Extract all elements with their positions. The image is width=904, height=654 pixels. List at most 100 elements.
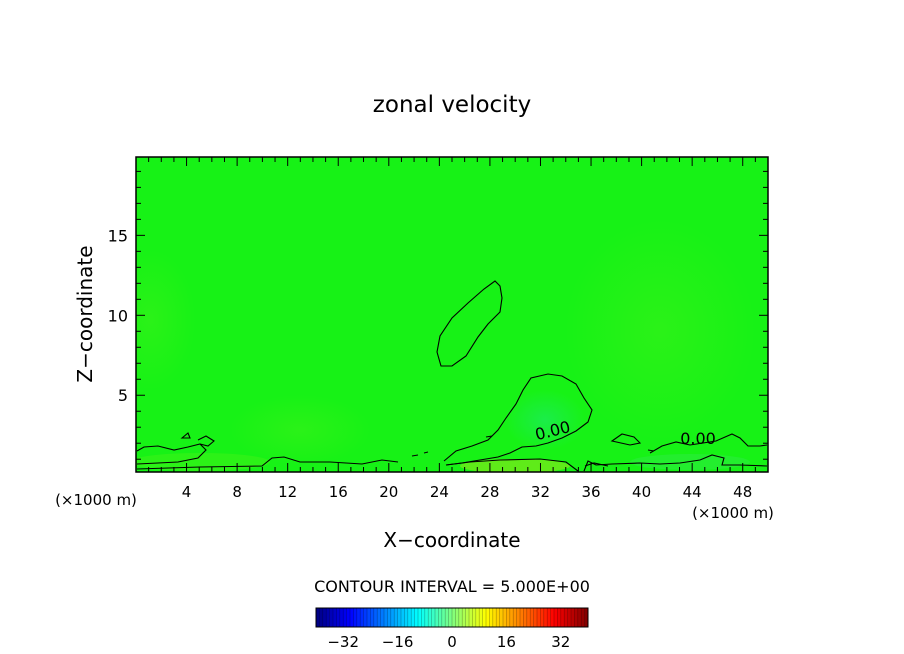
- colorbar-swatch: [509, 608, 514, 627]
- colorbar-swatch: [414, 608, 419, 627]
- colorbar-swatch: [326, 608, 330, 627]
- colorbar-swatch: [479, 608, 483, 627]
- colorbar-swatch: [465, 608, 470, 627]
- colorbar-swatch: [380, 608, 385, 627]
- colorbar-tick-label: −16: [382, 633, 414, 651]
- colorbar-tick-label: 32: [551, 633, 570, 651]
- colorbar-swatch: [489, 608, 494, 627]
- field-variation: [505, 390, 585, 450]
- colorbar-swatch: [516, 608, 521, 627]
- colorbar-swatch: [316, 608, 320, 627]
- contour-lines: [136, 280, 768, 472]
- colorbar-swatch: [530, 608, 534, 627]
- colorbar: −32 −16 0 16 32: [315, 607, 589, 651]
- colorbar-swatch: [475, 608, 480, 627]
- colorbar-swatch: [367, 608, 371, 627]
- contour-line: [411, 435, 655, 457]
- colorbar-swatch: [567, 608, 572, 627]
- x-tick-label: 44: [683, 483, 702, 501]
- colorbar-swatch: [394, 608, 398, 627]
- colorbar-swatch: [550, 608, 555, 627]
- colorbar-swatch: [503, 608, 507, 627]
- x-tick-label: 32: [531, 483, 550, 501]
- colorbar-swatch: [564, 608, 568, 627]
- x-tick-label: 20: [379, 483, 398, 501]
- colorbar-swatch: [445, 608, 449, 627]
- y-tick-label: 15: [108, 226, 128, 245]
- colorbar-swatch: [438, 608, 443, 627]
- colorbar-swatch: [322, 608, 327, 627]
- colorbar-swatch: [523, 608, 528, 627]
- chart-title: zonal velocity: [373, 92, 531, 118]
- colorbar-swatch: [431, 608, 436, 627]
- y-tick-label: 10: [108, 306, 128, 325]
- colorbar-swatch: [492, 608, 497, 627]
- x-axis-label: X−coordinate: [383, 528, 520, 552]
- heatmap-field: [136, 157, 768, 472]
- colorbar-swatch: [520, 608, 524, 627]
- colorbar-swatch: [373, 608, 378, 627]
- y-axis-ticks: 5 10 15: [108, 170, 768, 460]
- x-tick-label: 24: [430, 483, 449, 501]
- colorbar-swatch: [506, 608, 511, 627]
- colorbar-tick-label: 16: [497, 633, 516, 651]
- x-unit-left: (×1000 m): [55, 491, 137, 509]
- field-variation: [230, 395, 370, 465]
- colorbar-swatch: [540, 608, 545, 627]
- contour-line: [445, 458, 579, 472]
- colorbar-tick-label: −32: [327, 633, 359, 651]
- colorbar-swatch: [486, 608, 490, 627]
- colorbar-swatch: [319, 608, 324, 627]
- colorbar-swatch: [543, 608, 548, 627]
- x-tick-label: 36: [581, 483, 600, 501]
- colorbar-swatch: [571, 608, 575, 627]
- x-tick-label: 28: [480, 483, 499, 501]
- colorbar-swatch: [339, 608, 344, 627]
- contour-line: [584, 462, 609, 467]
- colorbar-swatch: [428, 608, 432, 627]
- colorbar-tick-label: 0: [447, 633, 457, 651]
- colorbar-frame: [315, 607, 589, 628]
- colorbar-swatch: [513, 608, 517, 627]
- colorbar-swatch: [387, 608, 392, 627]
- y-axis-label: Z−coordinate: [73, 245, 97, 382]
- colorbar-swatch: [533, 608, 538, 627]
- x-tick-label: 40: [632, 483, 651, 501]
- contour-label: 0.00: [680, 429, 716, 448]
- colorbar-swatch: [404, 608, 409, 627]
- x-tick-label: 48: [733, 483, 752, 501]
- colorbar-swatch: [577, 608, 582, 627]
- x-tick-label: 16: [329, 483, 348, 501]
- colorbar-swatch: [458, 608, 463, 627]
- contour-line: [180, 432, 191, 439]
- colorbar-swatch: [557, 608, 562, 627]
- colorbar-swatch: [581, 608, 585, 627]
- colorbar-swatch: [370, 608, 375, 627]
- colorbar-swatch: [329, 608, 334, 627]
- colorbar-swatch: [411, 608, 415, 627]
- colorbar-swatch: [356, 608, 361, 627]
- colorbar-swatch: [336, 608, 341, 627]
- colorbar-swatch: [448, 608, 453, 627]
- contour-line: [443, 373, 593, 466]
- contour-line: [583, 454, 768, 472]
- colorbar-swatch: [435, 608, 439, 627]
- colorbar-swatch: [401, 608, 405, 627]
- colorbar-swatch: [360, 608, 364, 627]
- colorbar-swatch: [353, 608, 358, 627]
- colorbar-swatch: [537, 608, 541, 627]
- field-variation: [565, 220, 755, 440]
- colorbar-swatch: [574, 608, 579, 627]
- contour-line: [610, 433, 642, 446]
- contour-interval-label: CONTOUR INTERVAL = 5.000E+00: [314, 577, 590, 596]
- x-tick-label: 8: [232, 483, 242, 501]
- contour-line: [197, 435, 215, 447]
- colorbar-swatch: [547, 608, 551, 627]
- x-axis-ticks: 4 8 12 16 20 24 28 32 36 40 44 48: [148, 157, 756, 501]
- colorbar-swatch: [407, 608, 412, 627]
- colorbar-swatch: [584, 608, 589, 627]
- colorbar-swatch: [363, 608, 368, 627]
- colorbar-swatch: [333, 608, 337, 627]
- colorbar-swatch: [452, 608, 456, 627]
